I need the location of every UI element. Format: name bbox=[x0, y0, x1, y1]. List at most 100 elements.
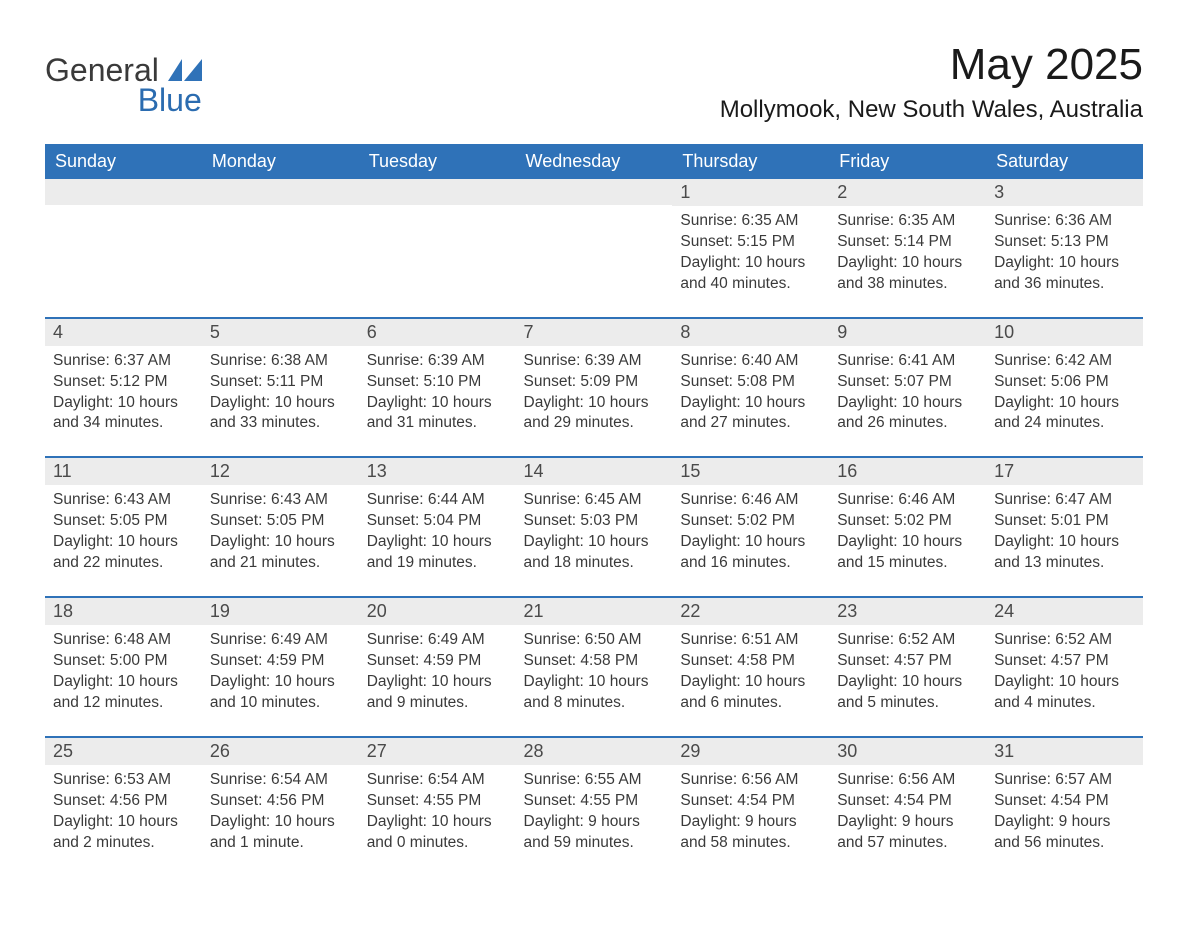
dow-monday: Monday bbox=[202, 144, 359, 179]
sunrise-text: Sunrise: 6:51 AM bbox=[680, 630, 821, 651]
sunrise-text: Sunrise: 6:35 AM bbox=[680, 211, 821, 232]
daylight-text: Daylight: 9 hours and 58 minutes. bbox=[680, 812, 821, 854]
daylight-text: Daylight: 10 hours and 33 minutes. bbox=[210, 393, 351, 435]
day-details: Sunrise: 6:43 AMSunset: 5:05 PMDaylight:… bbox=[202, 485, 359, 574]
location-subtitle: Mollymook, New South Wales, Australia bbox=[720, 96, 1143, 124]
sunrise-text: Sunrise: 6:37 AM bbox=[53, 351, 194, 372]
flag-icon bbox=[168, 59, 202, 81]
day-details bbox=[516, 205, 673, 210]
sunrise-text: Sunrise: 6:57 AM bbox=[994, 770, 1135, 791]
day-number: 21 bbox=[516, 598, 673, 625]
sunrise-text: Sunrise: 6:39 AM bbox=[367, 351, 508, 372]
day-number: 11 bbox=[45, 458, 202, 485]
sunrise-text: Sunrise: 6:49 AM bbox=[367, 630, 508, 651]
daylight-text: Daylight: 10 hours and 8 minutes. bbox=[524, 672, 665, 714]
day-number-value: 6 bbox=[367, 322, 377, 342]
sunrise-text: Sunrise: 6:40 AM bbox=[680, 351, 821, 372]
calendar-page: General Blue May 2025 Mollymook, New Sou… bbox=[0, 0, 1188, 925]
calendar-day-cell: 5Sunrise: 6:38 AMSunset: 5:11 PMDaylight… bbox=[202, 318, 359, 458]
day-details bbox=[45, 205, 202, 210]
calendar-day-cell: 19Sunrise: 6:49 AMSunset: 4:59 PMDayligh… bbox=[202, 597, 359, 737]
day-details: Sunrise: 6:55 AMSunset: 4:55 PMDaylight:… bbox=[516, 765, 673, 854]
day-details: Sunrise: 6:54 AMSunset: 4:56 PMDaylight:… bbox=[202, 765, 359, 854]
sunset-text: Sunset: 4:56 PM bbox=[210, 791, 351, 812]
day-number-value: 1 bbox=[680, 182, 690, 202]
sunset-text: Sunset: 5:10 PM bbox=[367, 372, 508, 393]
calendar-day-cell: 15Sunrise: 6:46 AMSunset: 5:02 PMDayligh… bbox=[672, 457, 829, 597]
day-number bbox=[516, 179, 673, 205]
sunrise-text: Sunrise: 6:56 AM bbox=[837, 770, 978, 791]
day-number: 23 bbox=[829, 598, 986, 625]
brand-logo: General Blue bbox=[45, 40, 202, 116]
calendar-day-cell: 30Sunrise: 6:56 AMSunset: 4:54 PMDayligh… bbox=[829, 737, 986, 876]
sunset-text: Sunset: 5:12 PM bbox=[53, 372, 194, 393]
day-details: Sunrise: 6:47 AMSunset: 5:01 PMDaylight:… bbox=[986, 485, 1143, 574]
sunset-text: Sunset: 5:03 PM bbox=[524, 511, 665, 532]
day-number bbox=[359, 179, 516, 205]
sunrise-text: Sunrise: 6:49 AM bbox=[210, 630, 351, 651]
sunrise-text: Sunrise: 6:38 AM bbox=[210, 351, 351, 372]
sunset-text: Sunset: 4:59 PM bbox=[367, 651, 508, 672]
day-details: Sunrise: 6:48 AMSunset: 5:00 PMDaylight:… bbox=[45, 625, 202, 714]
sunset-text: Sunset: 5:15 PM bbox=[680, 232, 821, 253]
sunset-text: Sunset: 5:04 PM bbox=[367, 511, 508, 532]
calendar-day-cell: 11Sunrise: 6:43 AMSunset: 5:05 PMDayligh… bbox=[45, 457, 202, 597]
calendar-day-cell bbox=[516, 179, 673, 318]
day-number-value: 8 bbox=[680, 322, 690, 342]
daylight-text: Daylight: 10 hours and 36 minutes. bbox=[994, 253, 1135, 295]
day-number-value: 12 bbox=[210, 461, 230, 481]
calendar-day-cell: 21Sunrise: 6:50 AMSunset: 4:58 PMDayligh… bbox=[516, 597, 673, 737]
sunset-text: Sunset: 5:02 PM bbox=[837, 511, 978, 532]
sunrise-text: Sunrise: 6:46 AM bbox=[837, 490, 978, 511]
sunrise-text: Sunrise: 6:42 AM bbox=[994, 351, 1135, 372]
day-details bbox=[202, 205, 359, 210]
calendar-day-cell: 29Sunrise: 6:56 AMSunset: 4:54 PMDayligh… bbox=[672, 737, 829, 876]
calendar-day-cell: 20Sunrise: 6:49 AMSunset: 4:59 PMDayligh… bbox=[359, 597, 516, 737]
sunset-text: Sunset: 4:56 PM bbox=[53, 791, 194, 812]
sunset-text: Sunset: 5:02 PM bbox=[680, 511, 821, 532]
daylight-text: Daylight: 10 hours and 18 minutes. bbox=[524, 532, 665, 574]
dow-friday: Friday bbox=[829, 144, 986, 179]
day-number-value: 22 bbox=[680, 601, 700, 621]
day-number: 26 bbox=[202, 738, 359, 765]
dow-sunday: Sunday bbox=[45, 144, 202, 179]
sunset-text: Sunset: 5:05 PM bbox=[53, 511, 194, 532]
sunset-text: Sunset: 4:55 PM bbox=[524, 791, 665, 812]
sunset-text: Sunset: 4:54 PM bbox=[837, 791, 978, 812]
calendar-day-cell: 10Sunrise: 6:42 AMSunset: 5:06 PMDayligh… bbox=[986, 318, 1143, 458]
calendar-day-cell: 1 Sunrise: 6:35 AMSunset: 5:15 PMDaylight… bbox=[672, 179, 829, 318]
day-number: 16 bbox=[829, 458, 986, 485]
day-number: 7 bbox=[516, 319, 673, 346]
calendar-day-cell: 14Sunrise: 6:45 AMSunset: 5:03 PMDayligh… bbox=[516, 457, 673, 597]
calendar-body: 1Sunrise: 6:35 AMSunset: 5:15 PMDaylight… bbox=[45, 179, 1143, 875]
calendar-day-cell: 17Sunrise: 6:47 AMSunset: 5:01 PMDayligh… bbox=[986, 457, 1143, 597]
sunrise-text: Sunrise: 6:52 AM bbox=[837, 630, 978, 651]
day-number-value: 18 bbox=[53, 601, 73, 621]
day-number: 4 bbox=[45, 319, 202, 346]
day-details: Sunrise: 6:35 AMSunset: 5:15 PMDaylight:… bbox=[672, 206, 829, 295]
sunset-text: Sunset: 5:00 PM bbox=[53, 651, 194, 672]
day-details: Sunrise: 6:56 AMSunset: 4:54 PMDaylight:… bbox=[672, 765, 829, 854]
sunset-text: Sunset: 5:09 PM bbox=[524, 372, 665, 393]
calendar-week-row: 25Sunrise: 6:53 AMSunset: 4:56 PMDayligh… bbox=[45, 737, 1143, 876]
calendar-day-cell: 23Sunrise: 6:52 AMSunset: 4:57 PMDayligh… bbox=[829, 597, 986, 737]
sunrise-text: Sunrise: 6:45 AM bbox=[524, 490, 665, 511]
calendar-day-cell: 9Sunrise: 6:41 AMSunset: 5:07 PMDaylight… bbox=[829, 318, 986, 458]
day-details: Sunrise: 6:46 AMSunset: 5:02 PMDaylight:… bbox=[829, 485, 986, 574]
daylight-text: Daylight: 10 hours and 0 minutes. bbox=[367, 812, 508, 854]
sunrise-text: Sunrise: 6:55 AM bbox=[524, 770, 665, 791]
day-number: 24 bbox=[986, 598, 1143, 625]
daylight-text: Daylight: 9 hours and 59 minutes. bbox=[524, 812, 665, 854]
day-details: Sunrise: 6:52 AMSunset: 4:57 PMDaylight:… bbox=[829, 625, 986, 714]
dow-wednesday: Wednesday bbox=[516, 144, 673, 179]
day-number bbox=[45, 179, 202, 205]
day-number-value: 11 bbox=[53, 461, 72, 481]
sunrise-text: Sunrise: 6:48 AM bbox=[53, 630, 194, 651]
day-number: 3 bbox=[986, 179, 1143, 206]
day-details: Sunrise: 6:38 AMSunset: 5:11 PMDaylight:… bbox=[202, 346, 359, 435]
daylight-text: Daylight: 10 hours and 16 minutes. bbox=[680, 532, 821, 574]
day-details: Sunrise: 6:53 AMSunset: 4:56 PMDaylight:… bbox=[45, 765, 202, 854]
sunset-text: Sunset: 4:58 PM bbox=[524, 651, 665, 672]
calendar-day-cell: 22Sunrise: 6:51 AMSunset: 4:58 PMDayligh… bbox=[672, 597, 829, 737]
day-number-value: 27 bbox=[367, 741, 387, 761]
